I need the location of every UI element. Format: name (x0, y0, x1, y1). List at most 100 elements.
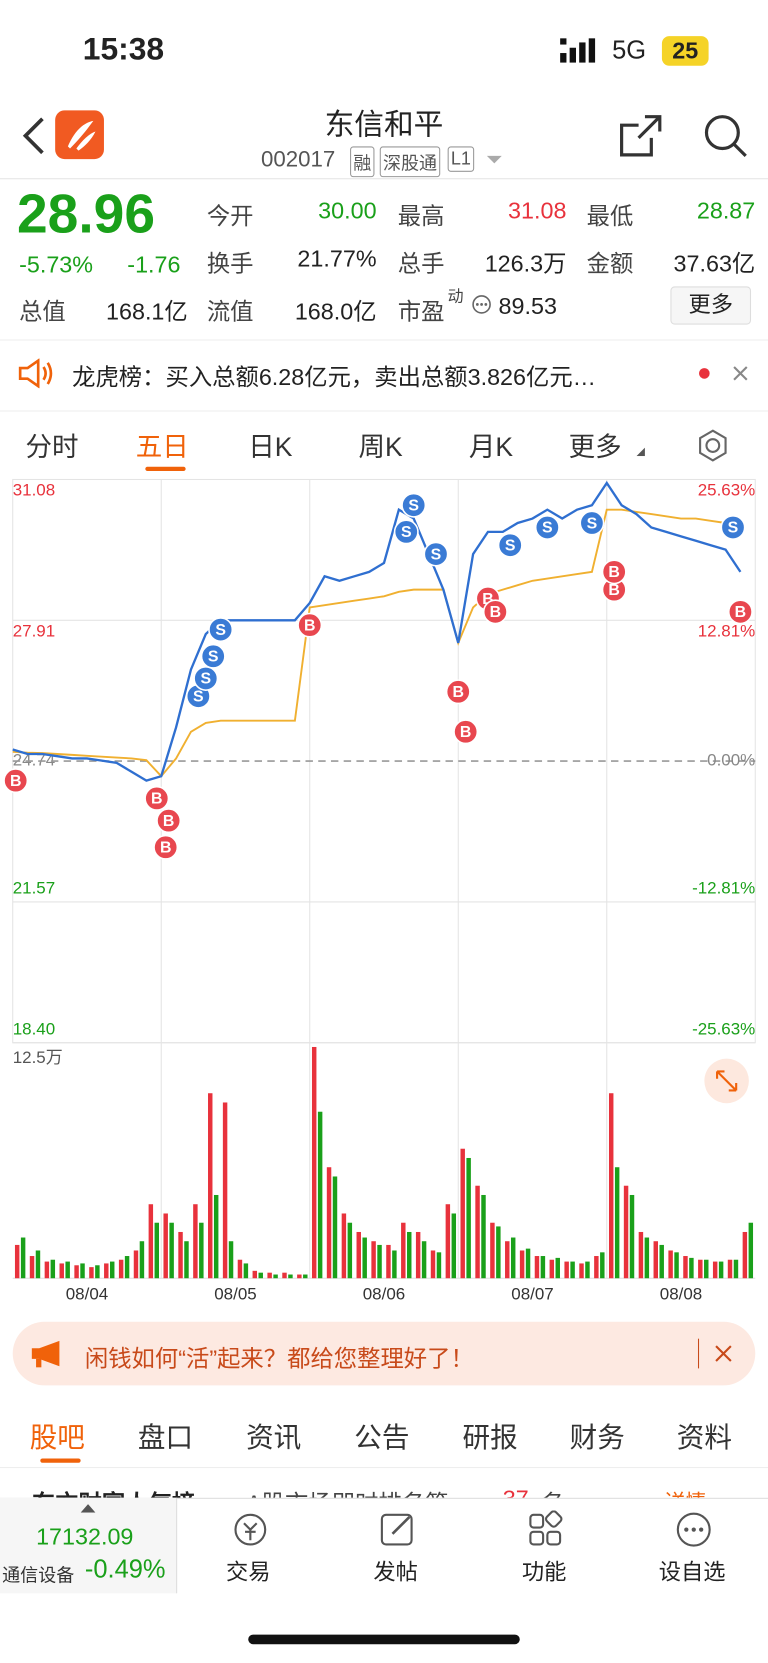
section-tab-active[interactable]: 股吧 (29, 1421, 85, 1454)
volume-bar (683, 1256, 688, 1279)
trade-marker: B (3, 768, 29, 794)
trade-marker: B (297, 612, 323, 638)
chart-tab[interactable]: 周K (358, 432, 403, 463)
section-tab[interactable]: 资料 (676, 1421, 732, 1454)
volume-bar (317, 1111, 323, 1279)
y2-tick-label: 0.00% (707, 751, 755, 770)
volume-bar (451, 1213, 457, 1279)
settings-button[interactable] (696, 429, 730, 463)
dropdown-icon[interactable] (486, 155, 503, 166)
ad-close[interactable] (715, 1345, 732, 1362)
volume-bar (564, 1261, 569, 1279)
volume-bar (222, 1102, 228, 1279)
y2-tick-label: 12.81% (698, 621, 756, 640)
trade-marker: S (193, 666, 219, 691)
marker-dot (579, 510, 605, 536)
marker-label: S (542, 520, 553, 537)
marker-label: S (431, 546, 442, 563)
volume-bar (14, 1244, 20, 1279)
volume-bar (237, 1259, 243, 1279)
volume-bar (267, 1272, 272, 1279)
field-value: 30.00 (318, 197, 377, 224)
x-tick-label: 08/05 (214, 1285, 256, 1304)
volume-bar (644, 1237, 650, 1279)
volume-bar (668, 1250, 673, 1279)
divider (697, 1338, 700, 1369)
marker-label: B (160, 840, 172, 857)
field-value: 21.77% (297, 245, 377, 272)
volume-bar (163, 1213, 168, 1279)
section-tab[interactable]: 公告 (354, 1421, 410, 1454)
field-value: 31.08 (508, 197, 567, 224)
volume-bar (415, 1231, 421, 1279)
bottom-button[interactable]: 发帖 (373, 1560, 418, 1585)
chart-tab[interactable]: 日K (248, 432, 293, 463)
volume-bar (208, 1093, 213, 1279)
volume-bar (623, 1185, 629, 1279)
marker-label: S (200, 671, 211, 688)
share-button[interactable] (617, 112, 664, 159)
volume-bar (481, 1194, 486, 1279)
section-tab[interactable]: 研报 (462, 1421, 518, 1454)
volume-bar (213, 1194, 219, 1279)
more-button[interactable]: 更多 (670, 286, 752, 325)
volume-bar (421, 1241, 427, 1279)
chart-tab-active[interactable]: 五日 (135, 432, 189, 463)
volume-bar (600, 1252, 605, 1279)
marker-label: B (460, 724, 472, 741)
marker-label: B (490, 604, 502, 621)
chart: 31.0827.9124.7421.5718.4025.63%12.81%0.0… (3, 478, 756, 1304)
notice-text[interactable]: 龙虎榜：买入总额6.28亿元，卖出总额3.826亿元… (72, 363, 597, 391)
marker-dot (453, 719, 479, 745)
bottom-button[interactable]: 设自选 (658, 1560, 726, 1585)
bottom-button[interactable]: 交易 (225, 1560, 271, 1585)
change: -1.76 (127, 251, 181, 278)
back-button[interactable] (17, 115, 49, 157)
volume-bar (407, 1231, 412, 1279)
volume-bar (659, 1244, 664, 1279)
index-panel[interactable] (0, 1497, 178, 1594)
volume-bar (510, 1237, 516, 1279)
x-tick-label: 08/06 (363, 1285, 405, 1304)
chart-tab[interactable]: 更多 (568, 432, 622, 463)
caret-icon (80, 1504, 96, 1513)
trade-marker: B (144, 785, 170, 811)
marker-dot (482, 599, 508, 625)
status-time: 15:38 (82, 31, 165, 67)
trade-marker: S (534, 514, 560, 540)
volume-bar (184, 1241, 189, 1279)
chart-tab[interactable]: 分时 (25, 432, 79, 463)
section-tab[interactable]: 盘口 (137, 1421, 194, 1454)
info-icon[interactable] (471, 294, 492, 315)
chart-tab[interactable]: 月K (468, 432, 514, 463)
field-label: 最高 (397, 202, 445, 230)
search-button[interactable] (702, 112, 749, 159)
app-logo (55, 110, 104, 160)
ad-text[interactable]: 闲钱如何“活”起来？都给您整理好了！ (84, 1345, 474, 1372)
section-tab[interactable]: 资讯 (246, 1421, 302, 1454)
field-label: 市盈 (397, 298, 445, 325)
battery: 25 (661, 36, 709, 66)
volume-bar (445, 1204, 451, 1279)
volume-bar (401, 1222, 406, 1279)
marker-dot (144, 785, 170, 811)
volume-bar (311, 1046, 317, 1279)
section-tab[interactable]: 财务 (569, 1421, 625, 1454)
volume-bar (104, 1263, 109, 1279)
marker-label: B (151, 791, 163, 808)
volume-bar (347, 1222, 353, 1279)
ad-banner[interactable] (12, 1321, 756, 1386)
marker-label: S (215, 622, 226, 639)
volume-bar (377, 1244, 382, 1279)
volume-bar (490, 1222, 495, 1279)
bottom-button[interactable]: 功能 (521, 1560, 567, 1585)
expand-button[interactable] (704, 1058, 749, 1104)
index-name: 通信设备 (2, 1565, 75, 1586)
trade-marker: S (720, 514, 746, 540)
notice-close[interactable] (696, 365, 749, 382)
field-label: 今开 (206, 202, 254, 230)
volume-bar (475, 1185, 480, 1279)
volume-bar (614, 1167, 620, 1279)
volume-bar (148, 1204, 154, 1279)
megaphone-icon (31, 1340, 60, 1368)
